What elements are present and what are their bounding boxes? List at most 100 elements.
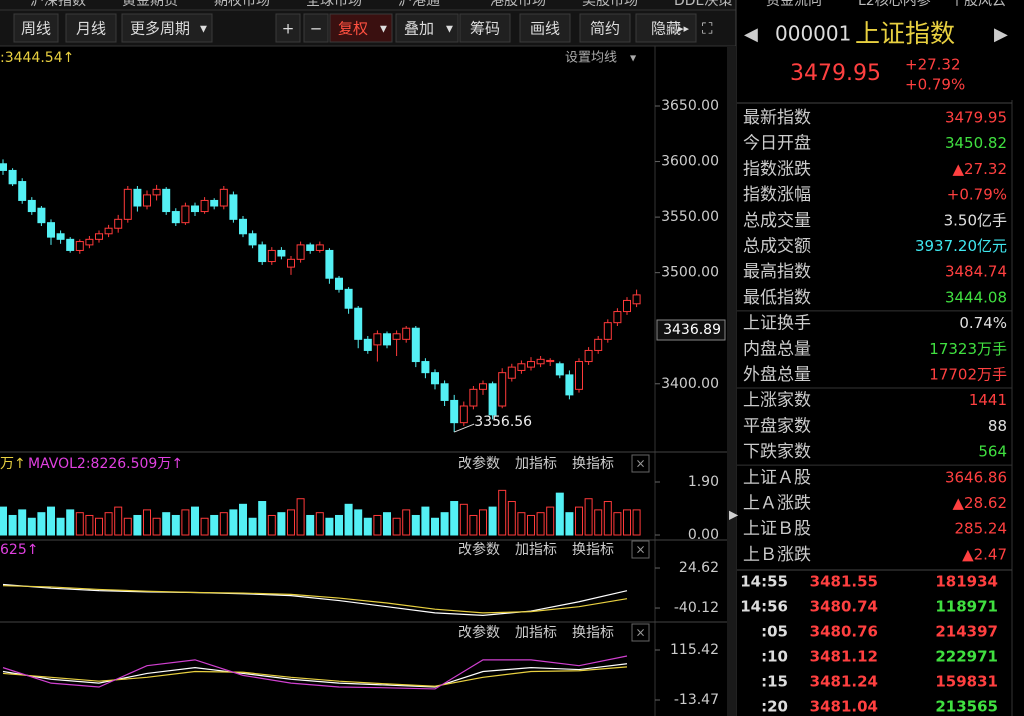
nav-tab[interactable]: 沪深指数	[30, 0, 86, 9]
volume-bar	[517, 512, 526, 536]
candle-body	[459, 405, 468, 424]
prev-button[interactable]: ◀	[744, 24, 758, 45]
volume-bar	[18, 509, 27, 536]
indicator-button[interactable]: 改参数	[458, 624, 500, 641]
quote-row-label: 上涨家数	[743, 391, 811, 411]
toolbar-button[interactable]	[635, 13, 697, 43]
toolbar-button[interactable]	[13, 13, 59, 43]
volume-bar	[123, 517, 132, 536]
ma-setting[interactable]: 设置均线	[565, 51, 617, 66]
close-icon[interactable]: ×	[635, 543, 645, 557]
y-tick-label: -13.47	[674, 692, 719, 708]
quote-row-value: 3484.74	[945, 263, 1007, 281]
volume-bar	[392, 517, 401, 536]
indicator-button[interactable]: 加指标	[515, 542, 557, 558]
toolbar-icon[interactable]: ⛶	[702, 20, 713, 38]
volume-bar	[267, 514, 276, 536]
volume-bar	[306, 514, 315, 536]
quote-row-label: 最低指数	[743, 288, 811, 308]
candle-body	[613, 311, 622, 324]
toolbar-label[interactable]: −	[310, 20, 323, 38]
toolbar-button[interactable]	[303, 13, 329, 43]
toolbar-label[interactable]: 更多周期	[130, 20, 190, 38]
quote-row-label: 总成交量	[743, 211, 811, 231]
quote-row-label: 上Ｂ涨跌	[743, 545, 811, 565]
nav-tab[interactable]: 黄金期货	[122, 0, 178, 9]
indicator-button[interactable]: 改参数	[458, 455, 500, 472]
nav-tab[interactable]: 美股市场	[582, 0, 638, 9]
indicator-button[interactable]: 换指标	[572, 455, 614, 472]
volume-bar	[450, 501, 459, 536]
toolbar-button[interactable]	[459, 13, 511, 43]
toolbar-label[interactable]: 隐藏	[651, 20, 681, 38]
quote-row-label: 指数涨幅	[743, 185, 811, 205]
quote-row-value: 564	[978, 443, 1007, 461]
quote-row-label: 外盘总量	[743, 365, 811, 385]
indicator-button[interactable]: 加指标	[515, 456, 557, 472]
collapse-arrow[interactable]: ▶	[729, 508, 739, 522]
close-button[interactable]	[631, 623, 650, 642]
indicator-line	[2, 663, 628, 688]
nav-tab[interactable]: DDE决策	[674, 0, 732, 9]
toolbar-button[interactable]	[329, 13, 393, 43]
candle-body	[440, 383, 449, 401]
candle-body	[133, 188, 142, 207]
volume-bar	[143, 509, 151, 536]
toolbar-button[interactable]	[579, 13, 631, 43]
y-tick-label: 0.00	[688, 527, 719, 543]
toolbar-label[interactable]: 周线	[21, 20, 51, 38]
low-pointer	[454, 423, 475, 433]
volume-bar	[47, 506, 55, 536]
close-icon[interactable]: ×	[635, 626, 645, 640]
dropdown-arrow: ▼	[200, 25, 207, 35]
nav-tab[interactable]: 沪港通	[398, 0, 440, 9]
toolbar-button[interactable]	[65, 13, 117, 43]
volume-bar	[498, 489, 507, 536]
toolbar-label[interactable]: +	[282, 20, 295, 38]
next-button[interactable]: ▶	[994, 24, 1008, 45]
nav-tab[interactable]: L2核心内参	[858, 0, 931, 9]
nav-tab[interactable]: 全球市场	[306, 0, 362, 9]
collapse-strip[interactable]	[727, 46, 736, 716]
y-tick-label: 3650.00	[661, 98, 719, 114]
indicator-button[interactable]: 改参数	[458, 541, 500, 558]
toolbar-button[interactable]	[519, 13, 571, 43]
nav-tab[interactable]: 个股风云	[950, 0, 1006, 9]
volume-bar	[411, 514, 420, 536]
close-icon[interactable]: ×	[635, 457, 645, 471]
candle-body	[517, 363, 526, 371]
volume-bar	[613, 512, 622, 536]
indicator-button[interactable]: 换指标	[572, 541, 614, 558]
toolbar-button[interactable]	[275, 13, 301, 43]
toolbar-label[interactable]: 叠加	[404, 20, 434, 38]
toolbar-label[interactable]: 简约	[590, 20, 620, 38]
volume-bar	[440, 512, 449, 536]
close-button[interactable]	[631, 540, 650, 559]
candle-body	[123, 188, 132, 220]
volume-bar	[258, 501, 267, 536]
volume-bar	[469, 514, 478, 536]
nav-tab[interactable]: 港股市场	[490, 0, 546, 9]
toolbar-label[interactable]: 月线	[76, 20, 106, 38]
indicator-button[interactable]: 换指标	[572, 624, 614, 641]
nav-tab[interactable]: 期权市场	[214, 0, 270, 9]
tick-price: 3480.76	[810, 623, 878, 641]
volume-bar	[37, 512, 46, 536]
nav-tab[interactable]: 资金流向	[766, 0, 822, 9]
toolbar-button[interactable]	[121, 13, 213, 43]
tick-time: 14:56	[740, 598, 788, 616]
tick-volume: 213565	[935, 698, 998, 716]
volume-bar	[421, 506, 430, 536]
toolbar-button[interactable]	[395, 13, 459, 43]
candle-body	[306, 244, 315, 251]
indicator-button[interactable]: 加指标	[515, 625, 557, 641]
toolbar-label[interactable]: 画线	[530, 20, 560, 38]
toolbar-label[interactable]: 复权	[338, 20, 368, 38]
close-button[interactable]	[631, 454, 650, 473]
quote-row-value: +0.79%	[947, 186, 1007, 204]
quote-change: +27.32	[905, 56, 961, 74]
candle-body	[258, 244, 267, 263]
toolbar-icon[interactable]: ▸▸	[678, 22, 690, 35]
toolbar-label[interactable]: 筹码	[470, 20, 500, 38]
quote-row-label: 指数涨跌	[743, 159, 811, 179]
